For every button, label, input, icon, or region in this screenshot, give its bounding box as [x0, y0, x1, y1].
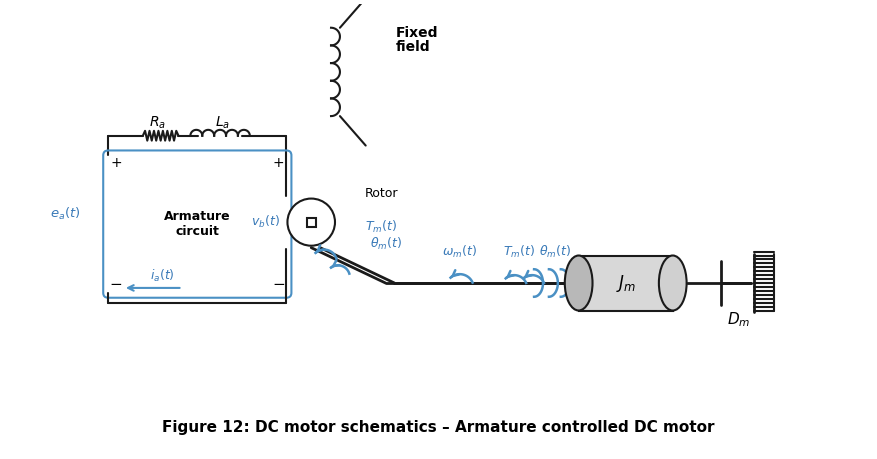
Text: −: −: [110, 278, 123, 292]
Text: $i_a(t)$: $i_a(t)$: [150, 268, 175, 284]
Bar: [579, 256, 673, 310]
Text: $T_m(t)$: $T_m(t)$: [503, 244, 535, 260]
Ellipse shape: [565, 256, 593, 310]
Polygon shape: [307, 218, 316, 227]
Text: Armature: Armature: [164, 210, 231, 223]
Text: +: +: [273, 156, 284, 170]
Text: $e_a(t)$: $e_a(t)$: [50, 206, 81, 222]
Text: Figure 12: DC motor schematics – Armature controlled DC motor: Figure 12: DC motor schematics – Armatur…: [161, 420, 714, 435]
Text: $D_m$: $D_m$: [727, 310, 751, 329]
Text: $v_b(t)$: $v_b(t)$: [251, 214, 280, 230]
Text: $\theta_m(t)$: $\theta_m(t)$: [370, 235, 402, 252]
Text: $R_a$: $R_a$: [149, 115, 166, 131]
Text: +: +: [111, 156, 122, 170]
Text: circuit: circuit: [175, 225, 219, 239]
Text: field: field: [396, 40, 430, 54]
Circle shape: [288, 199, 335, 246]
Text: $J_m$: $J_m$: [616, 273, 636, 293]
Ellipse shape: [659, 256, 687, 310]
Text: $L_a$: $L_a$: [215, 115, 230, 131]
Text: −: −: [272, 278, 285, 292]
Text: $T_m(t)$: $T_m(t)$: [365, 219, 396, 235]
Text: $\omega_m(t)$: $\omega_m(t)$: [442, 244, 477, 260]
Text: Rotor: Rotor: [365, 187, 398, 200]
Text: $\theta_m(t)$: $\theta_m(t)$: [538, 244, 571, 260]
Text: Fixed: Fixed: [396, 26, 438, 39]
